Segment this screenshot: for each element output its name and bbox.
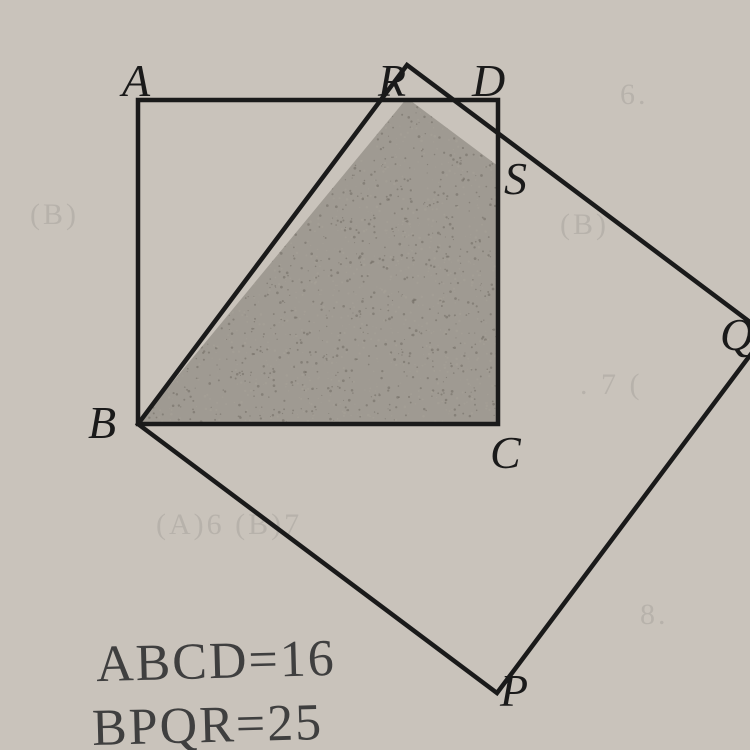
label-q: Q [720,312,750,358]
label-p: P [500,668,528,714]
handwriting-line-1: ABCD=16 [95,633,336,691]
label-s: S [504,156,527,202]
label-r: R [378,58,406,104]
label-d: D [472,58,505,104]
label-b: B [88,400,116,446]
label-a: A [122,58,150,104]
handwriting-line-2: BPQR=25 [91,697,323,750]
shaded-overlap-region [138,98,498,424]
label-c: C [490,430,521,476]
